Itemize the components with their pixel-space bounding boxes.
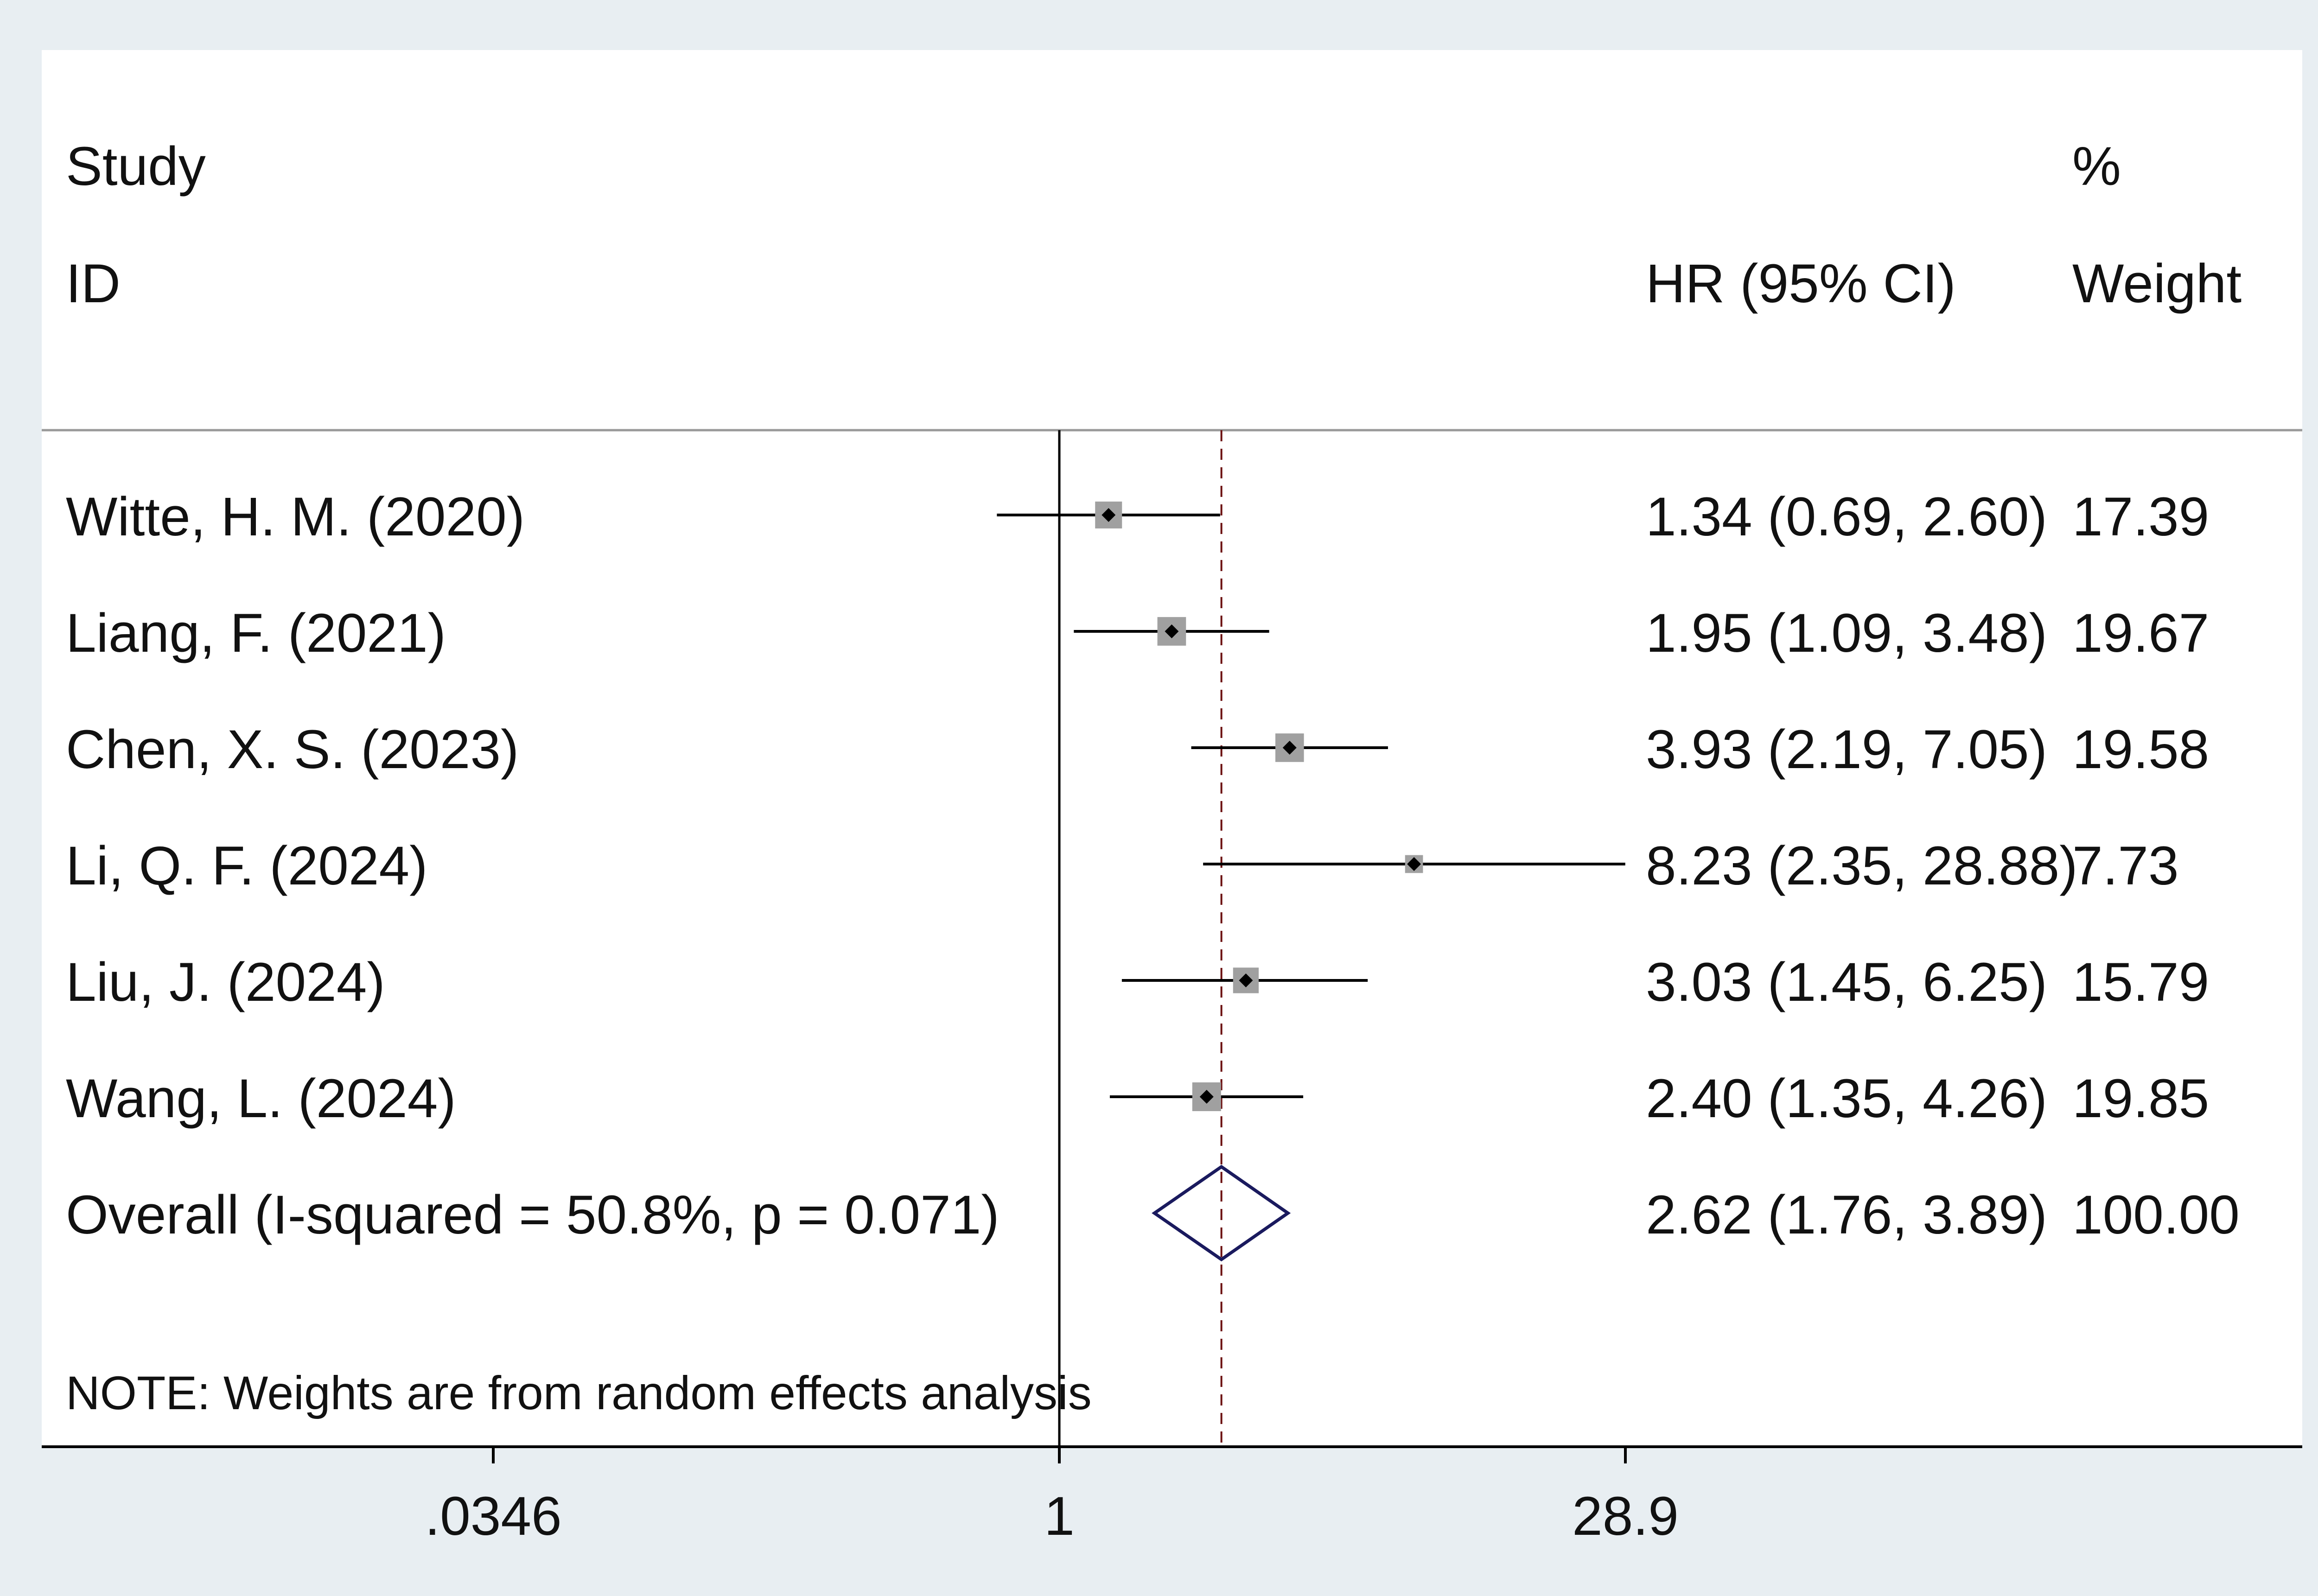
study-6-hr-text: 2.40 (1.35, 4.26) bbox=[1646, 1068, 2047, 1129]
study-6-label: Wang, L. (2024) bbox=[66, 1068, 456, 1129]
overall-diamond bbox=[1152, 1164, 1291, 1262]
study-1-label: Witte, H. M. (2020) bbox=[66, 486, 525, 547]
study-2-hr-text: 1.95 (1.09, 3.48) bbox=[1646, 603, 2047, 664]
x-tick-label-1: .0346 bbox=[425, 1486, 561, 1547]
overall-weight-text: 100.00 bbox=[2072, 1184, 2240, 1246]
study-header-line1: Study bbox=[66, 136, 206, 197]
weight-header-line2: Weight bbox=[2072, 253, 2242, 314]
study-header-line2: ID bbox=[66, 253, 121, 314]
footnote: NOTE: Weights are from random effects an… bbox=[66, 1367, 1092, 1419]
study-5-point bbox=[1239, 973, 1253, 987]
effect-header: HR (95% CI) bbox=[1646, 253, 1956, 314]
study-1-point bbox=[1102, 508, 1116, 522]
plot-marks: Witte, H. M. (2020) 1.34 (0.69, 2.60) 17.3… bbox=[42, 430, 2302, 1547]
plot-background bbox=[42, 50, 2302, 1447]
study-5-label: Liu, J. (2024) bbox=[66, 952, 385, 1013]
study-2-point bbox=[1165, 624, 1179, 638]
study-4-hr-text: 8.23 (2.35, 28.88) bbox=[1646, 835, 2078, 897]
overall-hr-text: 2.62 (1.76, 3.89) bbox=[1646, 1184, 2047, 1246]
overall-label: Overall (I-squared = 50.8%, p = 0.071) bbox=[66, 1184, 1000, 1246]
study-4-point bbox=[1407, 857, 1421, 871]
study-5-hr-text: 3.03 (1.45, 6.25) bbox=[1646, 952, 2047, 1013]
weight-header-line1: % bbox=[2072, 136, 2121, 197]
study-6-point bbox=[1199, 1090, 1214, 1104]
study-2-label: Liang, F. (2021) bbox=[66, 603, 446, 664]
study-3-hr-text: 3.93 (2.19, 7.05) bbox=[1646, 719, 2047, 780]
study-6-weight-text: 19.85 bbox=[2072, 1068, 2209, 1129]
study-3-label: Chen, X. S. (2023) bbox=[66, 719, 519, 780]
study-5-weight-text: 15.79 bbox=[2072, 952, 2209, 1013]
study-1-weight-text: 17.39 bbox=[2072, 486, 2209, 547]
x-tick-label-3: 28.9 bbox=[1572, 1486, 1679, 1547]
x-tick-label-2: 1 bbox=[1044, 1486, 1075, 1547]
study-4-weight-text: 7.73 bbox=[2072, 835, 2179, 897]
study-1-hr-text: 1.34 (0.69, 2.60) bbox=[1646, 486, 2047, 547]
study-3-point bbox=[1282, 741, 1297, 755]
study-4-label: Li, Q. F. (2024) bbox=[66, 835, 427, 897]
study-2-weight-text: 19.67 bbox=[2072, 603, 2209, 664]
study-3-weight-text: 19.58 bbox=[2072, 719, 2209, 780]
